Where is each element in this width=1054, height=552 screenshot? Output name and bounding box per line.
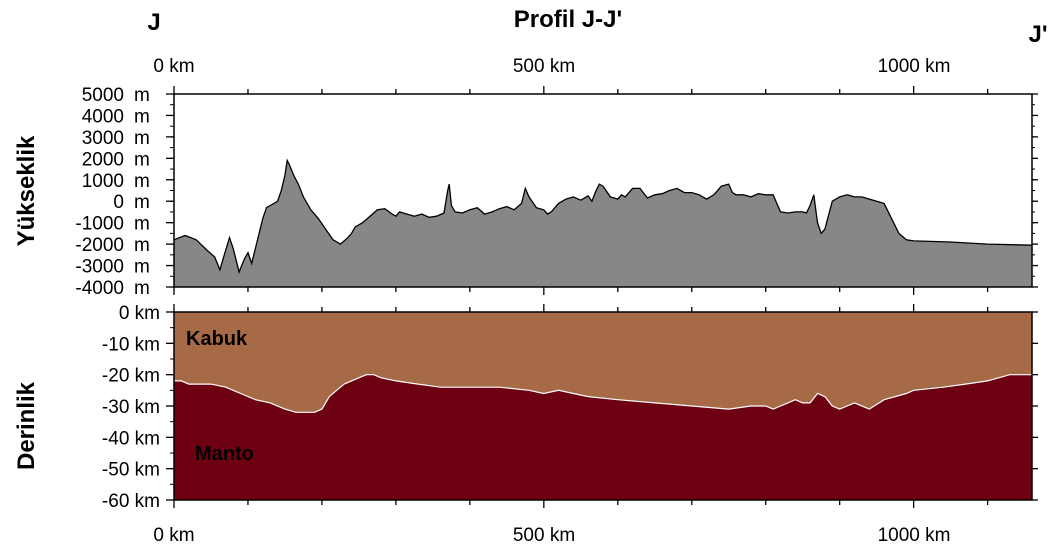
elevation-y-tick-unit: m (134, 257, 150, 278)
elevation-profile-line (173, 158, 1033, 275)
elevation-y-tick-value: -3000 (75, 257, 124, 278)
top-x-tick-label: 500 km (513, 56, 575, 77)
elevation-y-tick-value: -4000 (75, 278, 124, 299)
depth-y-tick-label: -10 km (102, 334, 160, 355)
depth-axis-title: Derinlik (13, 381, 40, 470)
bottom-x-tick-label: 1000 km (878, 525, 951, 546)
elevation-y-tick-value: -1000 (75, 214, 124, 235)
elevation-y-tick-unit: m (134, 235, 150, 256)
elevation-axis-ticks (166, 86, 1038, 295)
depth-axis-ticks (166, 304, 1038, 508)
bottom-x-axis-labels: 0 km 500 km 1000 km (153, 525, 950, 546)
end-point-label: J' (1028, 21, 1047, 48)
depth-y-tick-label: -40 km (102, 428, 160, 449)
top-x-tick-label: 0 km (153, 56, 194, 77)
elevation-y-tick-unit: m (134, 278, 150, 299)
elevation-y-tick-unit: m (134, 128, 150, 149)
depth-y-tick-label: 0 km (119, 303, 160, 324)
elevation-area (174, 160, 1032, 287)
bottom-x-tick-label: 0 km (153, 525, 194, 546)
elevation-y-tick-value: 3000 (82, 128, 124, 149)
elevation-y-tick-unit: m (134, 171, 150, 192)
elevation-y-tick-unit: m (134, 214, 150, 235)
chart-title: Profil J-J' (514, 6, 622, 33)
elevation-y-tick-value: 4000 (82, 106, 124, 127)
elevation-y-tick-value: 5000 (82, 85, 124, 106)
elevation-y-tick-unit: m (134, 149, 150, 170)
depth-y-tick-label: -60 km (102, 491, 160, 512)
depth-y-axis-labels: 0 km -10 km -20 km -30 km -40 km -50 km -60 km (102, 303, 160, 512)
crust-layer-label: Kabuk (186, 328, 248, 350)
mantle-layer-label: Manto (195, 443, 254, 465)
top-x-tick-label: 1000 km (878, 56, 951, 77)
moho-boundary-line (174, 374, 1032, 413)
elevation-y-tick-value: -2000 (75, 235, 124, 256)
top-x-axis-labels: 0 km 500 km 1000 km (153, 56, 950, 77)
elevation-y-tick-value: 0 (113, 192, 124, 213)
depth-panel: 0 km -10 km -20 km -30 km -40 km -50 km -60 km… (13, 303, 1038, 512)
depth-y-tick-label: -50 km (102, 460, 160, 481)
bottom-x-tick-label: 500 km (513, 525, 575, 546)
elevation-y-tick-unit: m (134, 85, 150, 106)
elevation-y-tick-unit: m (134, 192, 150, 213)
elevation-y-tick-unit: m (134, 106, 150, 127)
elevation-y-tick-value: 2000 (82, 149, 124, 170)
depth-y-tick-label: -30 km (102, 397, 160, 418)
depth-y-tick-label: -20 km (102, 366, 160, 387)
start-point-label: J (147, 9, 160, 36)
elevation-axis-title: Yükseklik (13, 135, 40, 246)
elevation-y-tick-value: 1000 (82, 171, 124, 192)
mantle-layer-area (174, 374, 1032, 500)
